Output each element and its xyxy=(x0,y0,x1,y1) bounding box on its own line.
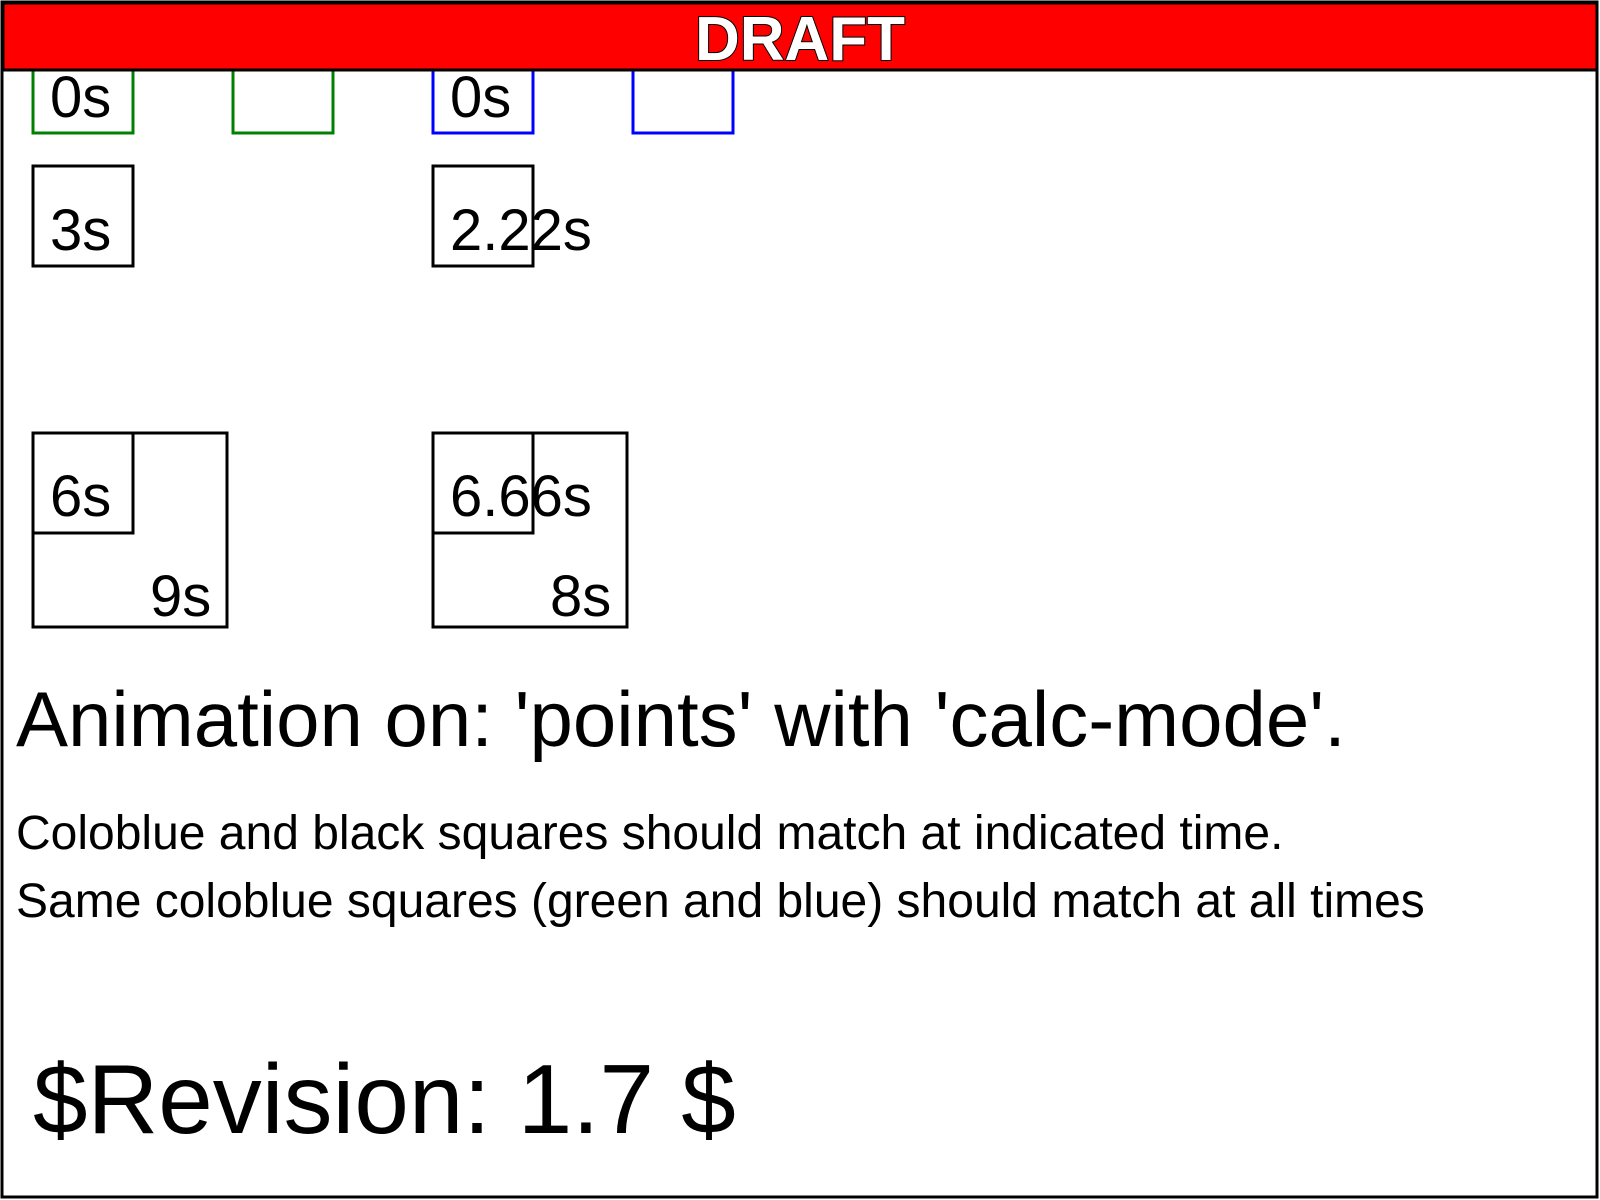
group-b-label-0s: 0s xyxy=(450,65,511,130)
group-a-label-6s: 6s xyxy=(50,464,111,529)
description-line-1: Coloblue and black squares should match … xyxy=(16,807,1283,860)
group-b-label-2-22s: 2.22s xyxy=(450,198,592,263)
group-a-label-0s: 0s xyxy=(50,65,111,130)
description-line-2: Same coloblue squares (green and blue) s… xyxy=(16,875,1425,928)
group-b-label-6-66s: 6.66s xyxy=(450,464,592,529)
test-heading: Animation on: 'points' with 'calc-mode'. xyxy=(16,675,1346,763)
revision-label: $Revision: 1.7 $ xyxy=(33,1044,736,1154)
draft-banner-text: DRAFT xyxy=(695,5,905,74)
black-square-9s xyxy=(31,431,229,629)
black-square-3s xyxy=(31,164,135,268)
group-b-label-8s: 8s xyxy=(550,564,611,629)
group-a-label-3s: 3s xyxy=(50,198,111,263)
black-square-2-22s xyxy=(431,164,535,268)
group-a-label-9s: 9s xyxy=(150,564,211,629)
draft-banner xyxy=(1,1,1599,72)
black-square-8s xyxy=(431,431,629,629)
